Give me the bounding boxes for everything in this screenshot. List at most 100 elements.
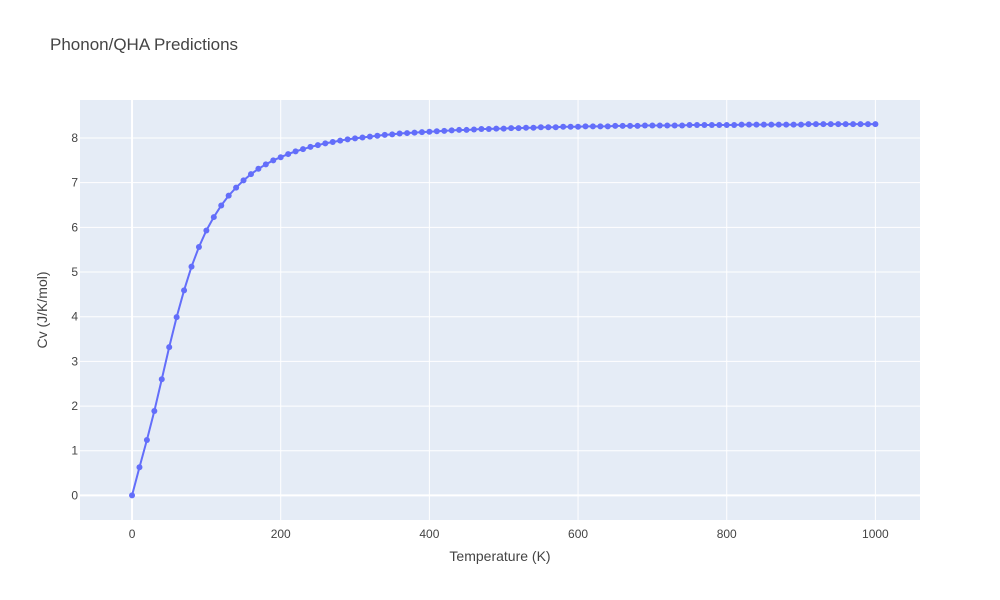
data-point[interactable] [597, 123, 604, 130]
data-point[interactable] [225, 192, 232, 199]
data-point[interactable] [716, 122, 723, 129]
data-point[interactable] [426, 128, 433, 135]
data-point[interactable] [195, 244, 202, 250]
data-point[interactable] [441, 127, 448, 134]
data-point[interactable] [575, 123, 582, 130]
data-point[interactable] [641, 122, 648, 129]
data-point[interactable] [136, 464, 143, 471]
data-point[interactable] [470, 126, 477, 133]
data-point[interactable] [337, 137, 344, 144]
data-point[interactable] [478, 126, 485, 133]
data-point[interactable] [322, 140, 329, 147]
data-point[interactable] [314, 142, 321, 149]
data-point[interactable] [523, 124, 530, 131]
data-point[interactable] [218, 202, 225, 209]
data-point[interactable] [582, 123, 589, 130]
data-point[interactable] [805, 121, 812, 128]
data-point[interactable] [359, 134, 366, 141]
data-point[interactable] [530, 124, 537, 131]
data-point[interactable] [352, 135, 359, 142]
data-point[interactable] [508, 125, 515, 132]
data-point[interactable] [374, 132, 381, 139]
data-point[interactable] [686, 122, 693, 129]
data-point[interactable] [188, 263, 195, 270]
data-point[interactable] [790, 121, 797, 128]
data-point[interactable] [485, 126, 492, 133]
data-point[interactable] [129, 492, 136, 499]
data-point[interactable] [285, 151, 292, 158]
data-point[interactable] [277, 154, 284, 161]
data-point[interactable] [307, 143, 314, 150]
data-point[interactable] [649, 122, 656, 129]
data-point[interactable] [381, 131, 388, 138]
data-point[interactable] [701, 122, 708, 129]
data-point[interactable] [619, 122, 626, 129]
data-point[interactable] [835, 121, 842, 128]
data-point[interactable] [746, 121, 753, 128]
data-point[interactable] [151, 407, 158, 414]
data-point[interactable] [783, 121, 790, 128]
data-point[interactable] [396, 130, 403, 137]
data-point[interactable] [850, 121, 857, 128]
data-point[interactable] [344, 136, 351, 143]
data-point[interactable] [731, 122, 738, 129]
data-point[interactable] [864, 121, 871, 128]
data-point[interactable] [567, 123, 574, 130]
data-point[interactable] [181, 287, 188, 294]
data-point[interactable] [760, 121, 767, 128]
data-point[interactable] [820, 121, 827, 128]
data-point[interactable] [693, 122, 700, 129]
data-point[interactable] [872, 121, 879, 128]
data-point[interactable] [240, 177, 247, 184]
data-point[interactable] [262, 161, 269, 168]
data-point[interactable] [857, 121, 864, 128]
data-point[interactable] [448, 127, 455, 134]
data-point[interactable] [679, 122, 686, 129]
data-point[interactable] [515, 125, 522, 132]
data-point[interactable] [842, 121, 849, 128]
data-point[interactable] [612, 122, 619, 129]
data-point[interactable] [500, 125, 507, 132]
data-point[interactable] [537, 124, 544, 131]
data-point[interactable] [166, 344, 173, 351]
data-point[interactable] [404, 130, 411, 137]
data-point[interactable] [143, 437, 150, 444]
data-point[interactable] [433, 128, 440, 135]
data-point[interactable] [233, 184, 240, 191]
data-point[interactable] [329, 139, 336, 145]
data-point[interactable] [738, 121, 745, 128]
data-point[interactable] [664, 122, 671, 129]
data-point[interactable] [552, 124, 559, 131]
data-point[interactable] [411, 129, 418, 136]
data-point[interactable] [604, 123, 611, 130]
data-point[interactable] [827, 121, 834, 128]
data-point[interactable] [589, 123, 596, 130]
data-point[interactable] [812, 121, 819, 128]
data-point[interactable] [389, 131, 396, 138]
data-point[interactable] [300, 146, 307, 153]
data-point[interactable] [292, 148, 299, 155]
data-point[interactable] [418, 129, 425, 136]
data-point[interactable] [656, 122, 663, 129]
data-point[interactable] [545, 124, 552, 131]
data-point[interactable] [270, 157, 277, 164]
data-point[interactable] [456, 126, 463, 133]
data-point[interactable] [247, 171, 254, 178]
data-point[interactable] [634, 122, 641, 129]
data-point[interactable] [768, 121, 775, 128]
data-point[interactable] [798, 121, 805, 128]
data-point[interactable] [255, 165, 262, 172]
data-point[interactable] [203, 227, 210, 234]
data-point[interactable] [493, 125, 500, 132]
data-point[interactable] [366, 133, 373, 140]
data-point[interactable] [158, 376, 165, 383]
data-point[interactable] [753, 121, 760, 128]
data-point[interactable] [708, 122, 715, 129]
data-point[interactable] [560, 123, 567, 130]
data-point[interactable] [463, 126, 470, 133]
data-point[interactable] [671, 122, 678, 129]
data-point[interactable] [627, 122, 634, 129]
data-point[interactable] [210, 214, 217, 221]
data-point[interactable] [173, 314, 180, 321]
data-point[interactable] [775, 121, 782, 128]
